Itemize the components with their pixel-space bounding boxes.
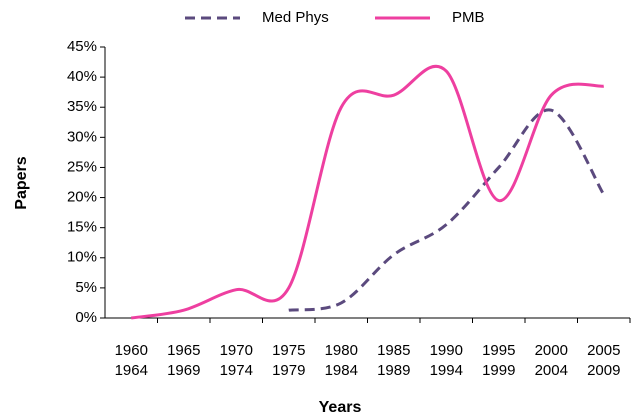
x-axis-title: Years: [319, 399, 362, 416]
y-tick-label: 15%: [67, 219, 97, 236]
series-line: [288, 108, 606, 312]
x-tick-label: 2004: [535, 362, 568, 379]
x-tick-label: 1965: [167, 342, 200, 359]
y-tick-label: 5%: [75, 279, 97, 296]
x-tick-label: 1985: [377, 342, 410, 359]
legend-label: PMB: [452, 9, 485, 26]
legend-label: Med Phys: [262, 9, 329, 26]
x-tick-label: 1984: [325, 362, 358, 379]
x-tick-label: 2009: [587, 362, 620, 379]
x-tick-label: 1990: [430, 342, 463, 359]
x-tick-label: 2005: [587, 342, 620, 359]
x-tick-label: 1994: [430, 362, 463, 379]
x-tick-label: 1999: [482, 362, 515, 379]
x-tick-label: 1975: [272, 342, 305, 359]
y-tick-label: 10%: [67, 249, 97, 266]
y-tick-label: 25%: [67, 158, 97, 175]
x-tick-label: 1980: [325, 342, 358, 359]
x-tick-label: 1960: [115, 342, 148, 359]
y-axis-title: Papers: [13, 156, 30, 209]
x-tick-label: 1995: [482, 342, 515, 359]
y-tick-label: 45%: [67, 38, 97, 55]
y-tick-label: 35%: [67, 98, 97, 115]
y-tick-label: 0%: [75, 309, 97, 326]
x-tick-label: 1970: [220, 342, 253, 359]
x-tick-label: 1974: [220, 362, 253, 379]
x-tick-label: 1989: [377, 362, 410, 379]
x-tick-label: 1979: [272, 362, 305, 379]
series-line: [131, 64, 605, 320]
x-tick-label: 2000: [535, 342, 568, 359]
y-tick-label: 30%: [67, 128, 97, 145]
x-tick-label: 1969: [167, 362, 200, 379]
x-tick-label: 1964: [115, 362, 148, 379]
y-tick-label: 40%: [67, 68, 97, 85]
y-tick-label: 20%: [67, 189, 97, 206]
